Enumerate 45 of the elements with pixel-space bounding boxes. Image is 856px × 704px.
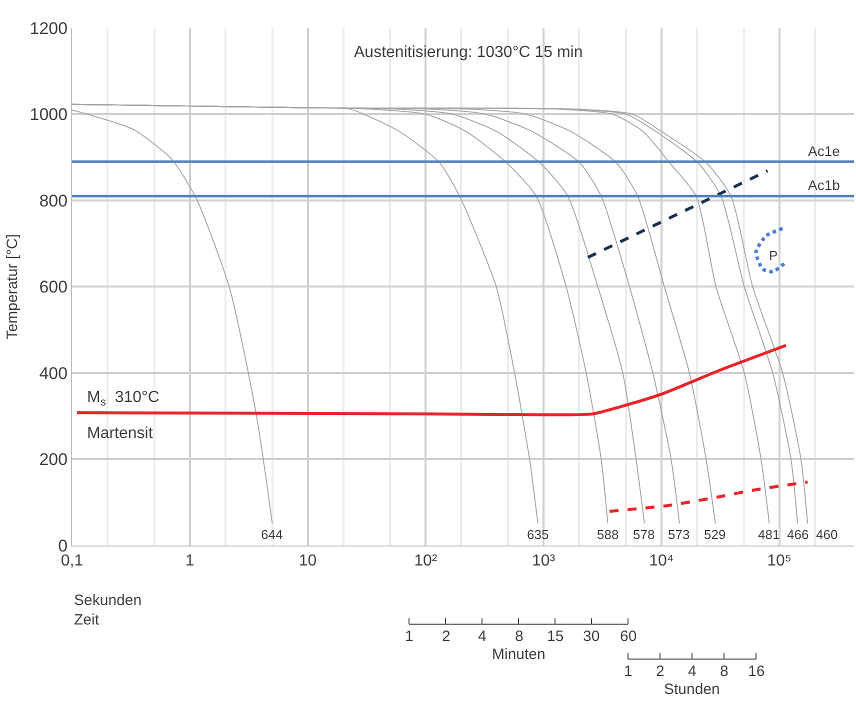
text: 8 bbox=[720, 663, 728, 680]
series-label: 588 bbox=[597, 527, 619, 542]
x-tick-label: 10² bbox=[414, 552, 438, 570]
y-tick-label: 600 bbox=[39, 278, 68, 297]
text: Minuten bbox=[492, 646, 546, 663]
text: 2 bbox=[442, 628, 450, 645]
series-label: 635 bbox=[527, 527, 549, 542]
series-label: 578 bbox=[633, 527, 655, 542]
ref-line-label: Ac1e bbox=[808, 143, 840, 159]
series-label: 466 bbox=[787, 527, 809, 542]
x-tick-label: 10³ bbox=[532, 552, 556, 570]
text: 2 bbox=[656, 663, 664, 680]
x-axis-title: Sekunden Zeit bbox=[74, 592, 142, 628]
y-tick-label: 400 bbox=[39, 364, 68, 383]
x-tick-label: 10 bbox=[298, 552, 317, 570]
ref-line-label: Ac1b bbox=[808, 177, 840, 193]
series-label: 529 bbox=[704, 527, 726, 542]
text: 15 bbox=[547, 628, 564, 645]
series-label: 573 bbox=[668, 527, 690, 542]
y-tick-label: 1000 bbox=[30, 105, 68, 124]
text: 16 bbox=[748, 663, 765, 680]
annotation: M$_{s}$ 310°C bbox=[87, 389, 160, 408]
x-tick-label: 10⁴ bbox=[649, 552, 674, 570]
annotation: Martensit bbox=[87, 425, 154, 442]
text: 4 bbox=[688, 663, 696, 680]
series-label: 644 bbox=[261, 527, 283, 542]
y-tick-label: 200 bbox=[39, 450, 68, 470]
text: 1 bbox=[624, 663, 632, 680]
annotation: P bbox=[769, 248, 778, 263]
y-tick-label: 0 bbox=[58, 536, 68, 556]
y-tick-label: 1200 bbox=[30, 18, 68, 38]
text: 30 bbox=[583, 628, 600, 645]
annotation: Austenitisierung: 1030°C 15 min bbox=[354, 44, 583, 61]
x-tick-label: 1 bbox=[185, 552, 194, 570]
text: 4 bbox=[478, 628, 486, 645]
y-axis-title: Temperatur [°C] bbox=[4, 234, 22, 340]
text: 1 bbox=[405, 628, 414, 645]
series-label: 481 bbox=[758, 527, 780, 542]
x-tick-label: 10⁵ bbox=[767, 552, 792, 570]
y-tick-label: 800 bbox=[39, 191, 68, 210]
text: 8 bbox=[515, 628, 524, 645]
x-tick-label: 0,1 bbox=[60, 552, 84, 570]
text: 60 bbox=[620, 628, 637, 645]
text: Stunden bbox=[664, 681, 720, 698]
series-label: 460 bbox=[816, 527, 838, 542]
